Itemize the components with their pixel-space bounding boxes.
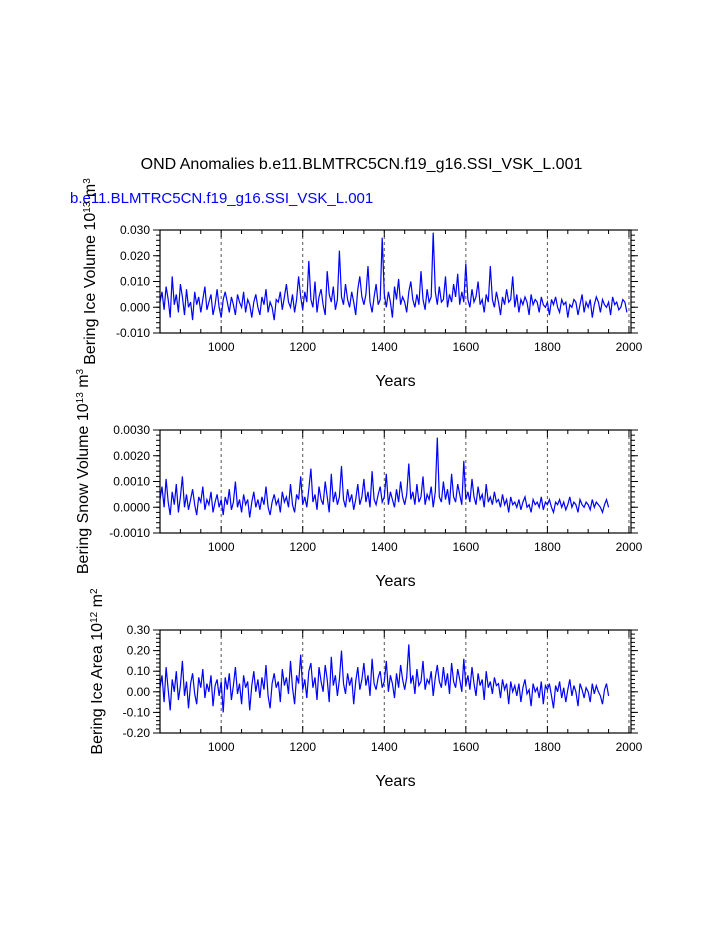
x-tick-label: 1000	[208, 340, 235, 354]
y-tick-label: 0.010	[120, 275, 150, 289]
y-axis-title: Bering Ice Area 1012 m2	[89, 588, 107, 755]
y-tick-label: 0.0010	[113, 475, 150, 489]
x-tick-label: 1800	[534, 540, 561, 554]
x-axis-title: Years	[375, 373, 415, 390]
plot-frame	[159, 629, 632, 734]
y-tick-label: 0.10	[127, 664, 151, 678]
x-tick-label: 1000	[208, 540, 235, 554]
x-axis-title: Years	[375, 773, 415, 790]
y-tick-label: 0.0000	[113, 500, 150, 514]
x-tick-label: 1200	[289, 340, 316, 354]
x-tick-label: 1800	[534, 340, 561, 354]
y-tick-label: 0.20	[127, 644, 151, 658]
y-tick-label: 0.00	[127, 685, 151, 699]
x-tick-label: 1400	[371, 340, 398, 354]
y-tick-label: -0.010	[116, 326, 150, 340]
series-line	[159, 232, 628, 321]
plot-frame	[159, 429, 632, 534]
plot-frame	[159, 229, 632, 334]
y-tick-label: 0.000	[120, 300, 150, 314]
x-tick-label: 1600	[452, 340, 479, 354]
y-tick-label: 0.0030	[113, 423, 150, 437]
series-line	[159, 437, 610, 518]
x-tick-label: 2000	[616, 340, 643, 354]
x-tick-label: 2000	[616, 740, 643, 754]
x-axis-title: Years	[375, 573, 415, 590]
y-tick-label: 0.020	[120, 249, 150, 263]
y-tick-label: -0.20	[123, 726, 151, 740]
y-axis-title: Bering Ice Volume 1013 m3	[82, 178, 100, 365]
x-tick-label: 1800	[534, 740, 561, 754]
x-tick-label: 1600	[452, 540, 479, 554]
y-tick-label: 0.030	[120, 223, 150, 237]
y-tick-label: 0.0020	[113, 449, 150, 463]
y-tick-label: 0.30	[127, 623, 151, 637]
x-tick-label: 1400	[371, 540, 398, 554]
y-axis-title: Bering Snow Volume 1013 m3	[75, 368, 93, 574]
x-tick-label: 1600	[452, 740, 479, 754]
x-tick-label: 1200	[289, 540, 316, 554]
y-tick-label: -0.10	[123, 705, 151, 719]
x-tick-label: 1000	[208, 740, 235, 754]
x-tick-label: 1200	[289, 740, 316, 754]
y-tick-label: -0.0010	[109, 526, 150, 540]
series-line	[159, 644, 610, 713]
x-tick-label: 2000	[616, 540, 643, 554]
figure-title: OND Anomalies b.e11.BLMTRC5CN.f19_g16.SS…	[140, 156, 583, 173]
figure-subtitle: b.e11.BLMTRC5CN.f19_g16.SSI_VSK_L.001	[70, 190, 374, 207]
x-tick-label: 1400	[371, 740, 398, 754]
